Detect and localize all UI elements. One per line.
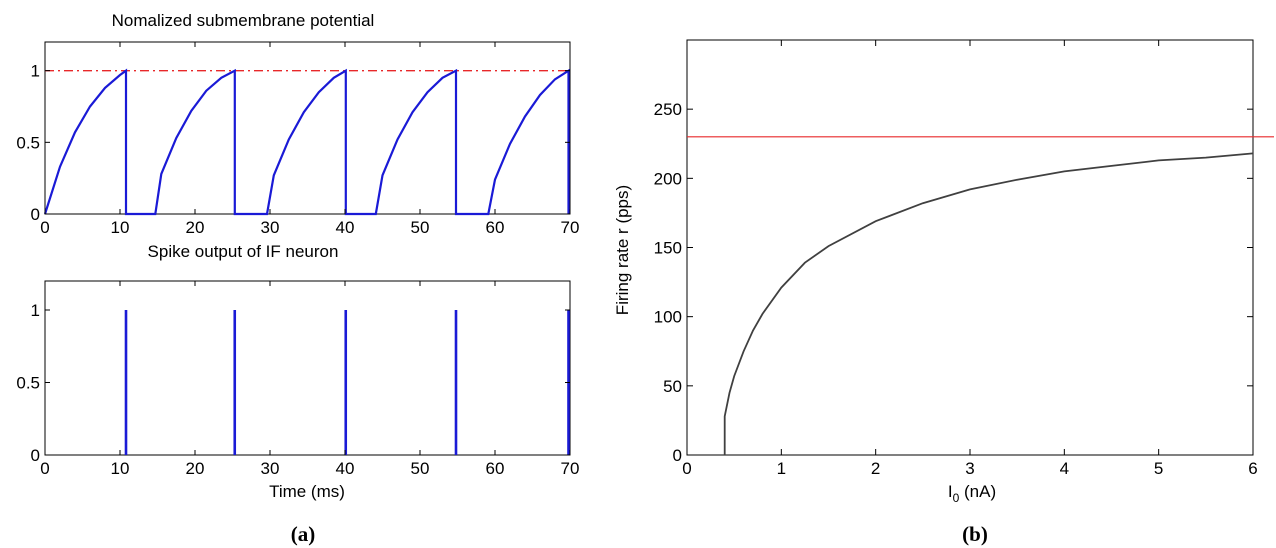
plot-b-y-ticks: 0 50 100 150 200 250 [654,100,1253,465]
x-tick-label: 0 [40,459,49,478]
x-label-symbol: I [948,482,953,501]
x-tick-label: 60 [486,218,505,237]
y-tick-label: 0 [31,446,40,465]
plot-a-top-x-ticks: 0 10 20 30 40 50 60 70 [40,42,579,237]
x-tick-label: 1 [777,459,786,478]
x-tick-label: 20 [186,459,205,478]
plot-a-top-title: Nomalized submembrane potential [112,11,375,30]
x-tick-label: 40 [336,459,355,478]
y-tick-label: 0.5 [16,374,40,393]
plot-b: 0 1 2 3 4 5 6 0 50 100 150 200 250 Firing rate r (p… [613,39,1274,505]
plot-b-frame [686,39,1254,456]
plot-b-x-label: I0 (nA) [948,482,996,505]
plot-b-y-label: Firing rate r (pps) [613,185,632,315]
y-tick-label: 200 [654,169,682,188]
y-tick-label: 1 [31,301,40,320]
x-label-unit: (nA) [959,482,996,501]
x-tick-label: 10 [111,459,130,478]
x-tick-label: 60 [486,459,505,478]
x-tick-label: 0 [40,218,49,237]
x-tick-label: 70 [561,218,580,237]
plot-a-bottom-frame [44,280,571,456]
plot-b-x-ticks: 0 1 2 3 4 5 6 [682,40,1258,478]
y-tick-label: 100 [654,308,682,327]
plot-a-bottom-title: Spike output of IF neuron [148,242,339,261]
x-tick-label: 50 [411,459,430,478]
plot-a-bottom-x-label: Time (ms) [269,482,345,501]
panel-label-b: (b) [962,522,988,546]
x-tick-label: 6 [1248,459,1257,478]
x-tick-label: 10 [111,218,130,237]
x-tick-label: 0 [682,459,691,478]
x-tick-label: 20 [186,218,205,237]
plot-a-top-y-ticks: 00.51 [16,62,570,224]
y-tick-label: 0 [673,446,682,465]
x-tick-label: 2 [871,459,880,478]
y-tick-label: 50 [663,377,682,396]
plot-a-top: Nomalized submembrane potential 0 10 20 30 4… [16,11,579,237]
y-tick-label: 1 [31,62,40,81]
plot-a-bottom-x-ticks: 0 10 20 30 40 50 60 70 [40,281,579,478]
y-tick-label: 250 [654,100,682,119]
x-tick-label: 30 [261,459,280,478]
x-tick-label: 40 [336,218,355,237]
x-tick-label: 3 [965,459,974,478]
y-tick-label: 0 [31,205,40,224]
x-tick-label: 70 [561,459,580,478]
plot-a-bottom: Spike output of IF neuron 0 10 20 30 40 50 60 7… [16,242,579,501]
x-tick-label: 5 [1154,459,1163,478]
potential-curve [43,68,570,216]
panel-label-a: (a) [291,522,316,546]
x-tick-label: 30 [261,218,280,237]
x-tick-label: 50 [411,218,430,237]
plot-a-top-frame [44,41,571,215]
x-label-subscript: 0 [953,491,960,505]
firing-rate-curve [723,152,1254,455]
x-tick-label: 4 [1060,459,1069,478]
y-tick-label: 150 [654,239,682,258]
plot-a-bottom-y-ticks: 00.51 [16,301,570,465]
y-tick-label: 0.5 [16,133,40,152]
